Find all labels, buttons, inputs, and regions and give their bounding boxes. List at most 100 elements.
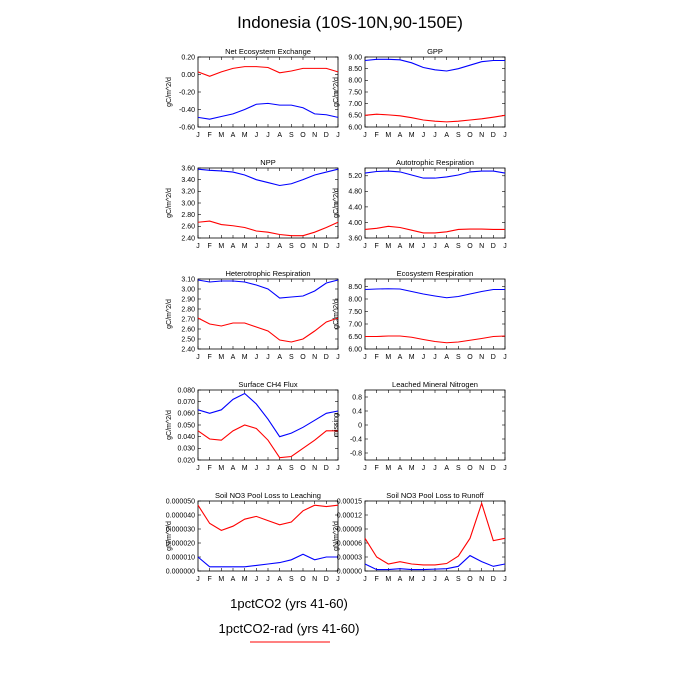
panel-6: Ecosystem Respiration 6.00 6.50 7.00 7.50 8.0… <box>333 269 507 361</box>
x-tick-label: J <box>266 465 270 472</box>
x-tick-label: O <box>300 354 306 361</box>
y-tick-label: 8.50 <box>348 66 362 73</box>
series-line-2 <box>364 113 506 123</box>
x-tick-label: D <box>491 576 496 583</box>
x-tick-label: M <box>385 465 391 472</box>
y-tick-label: 4.40 <box>348 204 362 211</box>
y-tick-label: 8.00 <box>348 78 362 85</box>
y-tick-label: 2.40 <box>181 235 195 242</box>
x-tick-label: A <box>444 354 449 361</box>
x-tick-label: F <box>375 354 379 361</box>
y-axis-label: gN/m^2/d <box>166 521 173 551</box>
y-axis-label: gC/m^2/d <box>166 77 173 107</box>
x-tick-label: J <box>422 132 426 139</box>
x-tick-label: S <box>289 243 294 250</box>
panel-title: Heterotrophic Respiration <box>225 269 310 278</box>
series-line-2 <box>197 424 338 459</box>
x-tick-label: J <box>422 465 426 472</box>
y-tick-label: 2.90 <box>181 296 195 303</box>
y-tick-label: 0.8 <box>352 394 362 401</box>
x-tick-label: N <box>312 132 317 139</box>
y-axis-label: gC/m^2/d <box>333 77 340 107</box>
x-tick-label: J <box>503 243 507 250</box>
x-tick-label: N <box>479 354 484 361</box>
x-tick-label: M <box>409 576 415 583</box>
plot-frame <box>197 389 339 461</box>
x-tick-label: J <box>363 354 367 361</box>
x-tick-label: J <box>433 243 437 250</box>
x-tick-label: J <box>255 243 259 250</box>
x-tick-label: A <box>444 243 449 250</box>
x-tick-label: M <box>242 132 248 139</box>
x-tick-label: J <box>336 465 340 472</box>
legend-label-2: 1pctCO2-rad (yrs 41-60) <box>219 621 360 636</box>
y-tick-label: 7.50 <box>348 89 362 96</box>
x-tick-label: F <box>375 576 379 583</box>
x-tick-label: A <box>398 354 403 361</box>
y-tick-label: -0.40 <box>179 107 195 114</box>
x-tick-label: F <box>208 354 212 361</box>
x-tick-label: A <box>231 243 236 250</box>
y-tick-label: 0.000010 <box>166 554 195 561</box>
y-axis-label: gC/m^2/d <box>166 410 173 440</box>
x-tick-label: J <box>255 132 259 139</box>
x-tick-label: J <box>266 576 270 583</box>
panel-title: GPP <box>427 47 443 56</box>
x-tick-label: M <box>242 354 248 361</box>
series-line-2 <box>197 317 339 343</box>
series-line-1 <box>197 392 339 438</box>
x-tick-label: D <box>324 243 329 250</box>
x-tick-label: S <box>289 576 294 583</box>
y-tick-label: 0.00006 <box>337 540 362 547</box>
y-tick-label: 0.080 <box>177 387 195 394</box>
y-tick-label: 2.60 <box>181 326 195 333</box>
y-tick-label: 3.20 <box>181 189 195 196</box>
y-tick-label: 7.50 <box>348 309 362 316</box>
plot-frame <box>364 389 506 461</box>
y-axis-label: gC/m^2/d <box>333 188 340 218</box>
panel-title: Net Ecosystem Exchange <box>225 47 311 56</box>
y-tick-label: 0.000040 <box>166 512 195 519</box>
x-tick-label: J <box>363 243 367 250</box>
x-tick-label: A <box>444 465 449 472</box>
x-tick-label: J <box>422 354 426 361</box>
y-tick-label: -0.8 <box>350 450 362 457</box>
x-tick-label: J <box>363 576 367 583</box>
x-tick-label: D <box>324 576 329 583</box>
panel-title: Soil NO3 Pool Loss to Runoff <box>386 491 484 500</box>
series-line-2 <box>364 225 505 234</box>
y-tick-label: 8.50 <box>348 284 362 291</box>
y-tick-label: 8.00 <box>348 296 362 303</box>
y-tick-label: 4.00 <box>348 220 362 227</box>
series-line-1 <box>197 168 339 187</box>
x-tick-label: N <box>479 465 484 472</box>
x-tick-label: N <box>479 576 484 583</box>
y-tick-label: -0.20 <box>179 89 195 96</box>
series-line-1 <box>197 279 339 299</box>
y-tick-label: -0.4 <box>350 436 362 443</box>
y-axis-label: missing <box>333 413 340 437</box>
panel-title: Ecosystem Respiration <box>397 269 474 278</box>
x-tick-label: J <box>433 576 437 583</box>
x-tick-label: F <box>208 132 212 139</box>
panel-7: Surface CH4 Flux 0.020 0.030 0.040 0.050 0.06… <box>166 380 340 472</box>
x-tick-label: A <box>277 465 282 472</box>
x-tick-label: F <box>375 132 379 139</box>
panel-title: Autotrophic Respiration <box>396 158 474 167</box>
x-tick-label: A <box>444 576 449 583</box>
panel-title: Soil NO3 Pool Loss to Leaching <box>215 491 321 500</box>
series-line-1 <box>364 170 506 179</box>
panel-8: Leached Mineral Nitrogen -0.8 -0.4 0 0.4 0.8 J… <box>333 380 507 472</box>
y-tick-label: 0.000050 <box>166 498 195 505</box>
x-tick-label: A <box>277 354 282 361</box>
panel-title: NPP <box>260 158 275 167</box>
x-tick-label: S <box>289 132 294 139</box>
x-tick-label: M <box>218 132 224 139</box>
x-tick-label: M <box>242 576 248 583</box>
x-tick-label: J <box>266 354 270 361</box>
y-axis-label: gC/m^2/d <box>166 299 173 329</box>
x-tick-label: M <box>385 243 391 250</box>
y-axis-label: gN/m^2/d <box>333 521 340 551</box>
